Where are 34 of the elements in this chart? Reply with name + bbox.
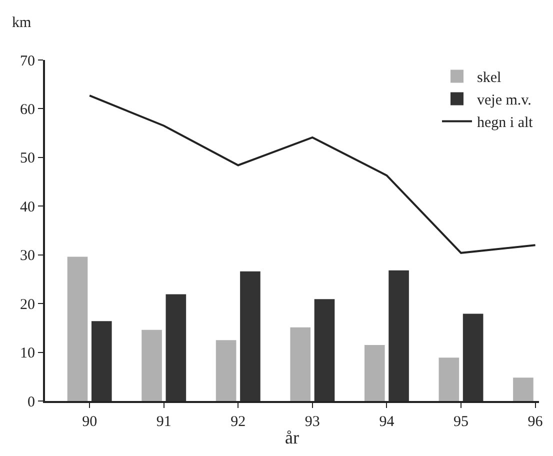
- y-axis-title: km: [12, 15, 32, 31]
- bar: [462, 314, 484, 401]
- y-tick-label: 0: [28, 394, 35, 410]
- bar: [364, 344, 385, 401]
- x-tick-label: 90: [82, 414, 98, 430]
- x-tick-label: 94: [379, 414, 395, 430]
- x-axis-title: år: [285, 428, 299, 448]
- legend-label: skel: [477, 70, 502, 86]
- x-tick-label: 96: [528, 414, 544, 430]
- bar: [388, 270, 409, 401]
- bar: [166, 294, 186, 401]
- x-tick-label: 91: [156, 414, 172, 430]
- x-tick-label: 92: [230, 414, 246, 430]
- bar: [91, 321, 112, 401]
- y-tick-label: 60: [20, 102, 35, 118]
- bar: [240, 271, 260, 401]
- bar: [142, 330, 162, 401]
- line-series: [88, 94, 536, 254]
- legend-label: hegn i alt: [477, 115, 534, 132]
- y-tick-label: 30: [20, 248, 35, 264]
- x-tick-label: 95: [454, 414, 468, 430]
- y-tick-label: 70: [20, 53, 35, 70]
- y-tick-label: 50: [20, 150, 35, 167]
- bar: [314, 299, 335, 401]
- bar: [216, 340, 236, 401]
- legend-label: veje m.v.: [477, 92, 532, 109]
- bar: [438, 358, 460, 401]
- y-tick-label: 10: [20, 346, 35, 362]
- bar: [513, 378, 534, 401]
- y-tick-label: 40: [20, 199, 35, 216]
- bar: [67, 256, 88, 401]
- bar: [290, 327, 311, 401]
- x-tick-label: 93: [304, 414, 320, 430]
- y-tick-label: 20: [20, 296, 35, 313]
